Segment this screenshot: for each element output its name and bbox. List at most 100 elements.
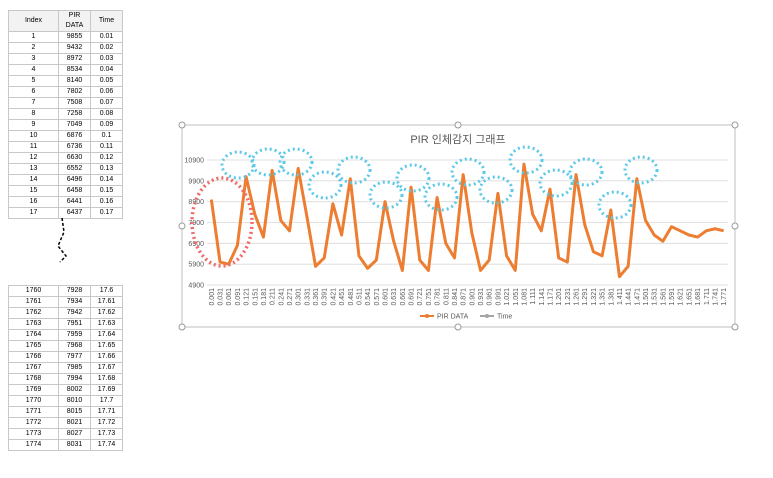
x-tick-label: 1.621 — [678, 288, 685, 306]
x-tick-label: 0.121 — [244, 288, 251, 306]
table-cell: 0.17 — [90, 207, 123, 219]
legend-label: Time — [497, 314, 512, 321]
table-cell: 6437 — [58, 207, 91, 219]
table-row: 1770 8010 17.7 — [8, 395, 123, 407]
y-tick-label: 4900 — [188, 283, 204, 290]
table-row: 6 7802 0.06 — [8, 86, 123, 98]
table-row: 1772 8021 17.72 — [8, 417, 123, 429]
table-row: 1769 8002 17.69 — [8, 384, 123, 396]
x-tick-label: 1.171 — [547, 288, 554, 306]
x-tick-label: 1.531 — [652, 288, 659, 306]
table-row: 8 7258 0.08 — [8, 108, 123, 120]
x-tick-label: 0.691 — [409, 288, 416, 306]
x-tick-label: 1.561 — [660, 288, 667, 306]
x-tick-label: 1.441 — [626, 288, 633, 306]
x-tick-label: 0.331 — [304, 288, 311, 306]
x-tick-label: 0.871 — [461, 288, 468, 306]
x-tick-label: 0.181 — [261, 288, 268, 306]
table-row: 1765 7968 17.65 — [8, 340, 123, 352]
header-cell: PIR DATA — [58, 10, 91, 32]
chart-title: PIR 인체감지 그래프 — [410, 133, 505, 146]
x-tick-label: 1.231 — [565, 288, 572, 306]
table-row: 3 8972 0.03 — [8, 53, 123, 65]
table-row: 16 6441 0.16 — [8, 196, 123, 208]
x-tick-label: 1.321 — [591, 288, 598, 306]
table-row: 15 6458 0.15 — [8, 185, 123, 197]
x-tick-label: 0.271 — [287, 288, 294, 306]
omission-mark — [57, 217, 68, 263]
x-tick-label: 0.841 — [452, 288, 459, 306]
table-row: 17 6437 0.17 — [8, 207, 123, 219]
x-tick-label: 1.141 — [539, 288, 546, 306]
y-tick-label: 6900 — [188, 241, 204, 248]
x-tick-label: 0.631 — [391, 288, 398, 306]
x-tick-label: 1.021 — [504, 288, 511, 306]
series-line — [209, 162, 725, 279]
x-tick-label: 0.511 — [356, 288, 363, 305]
x-tick-label: 1.261 — [574, 288, 581, 306]
x-tick-label: 0.931 — [478, 288, 485, 306]
x-tick-label: 1.771 — [721, 288, 728, 306]
x-tick-label: 0.031 — [218, 288, 225, 306]
x-tick-label: 0.811 — [443, 288, 450, 305]
y-tick-label: 10900 — [185, 158, 205, 165]
x-tick-label: 0.961 — [487, 288, 494, 306]
x-tick-label: 0.091 — [235, 288, 242, 306]
x-tick-label: 0.481 — [348, 288, 355, 306]
x-tick-label: 0.601 — [383, 288, 390, 306]
table-row: 7 7508 0.07 — [8, 97, 123, 109]
x-tick-label: 0.541 — [365, 288, 372, 306]
x-tick-label: 0.421 — [330, 288, 337, 306]
table-row: 12 6630 0.12 — [8, 152, 123, 164]
y-tick-label: 8900 — [188, 199, 204, 206]
table-row: 13 6552 0.13 — [8, 163, 123, 175]
table-cell: 17 — [8, 207, 59, 219]
legend-label: PIR DATA — [437, 314, 469, 321]
x-tick-label: 0.901 — [469, 288, 476, 306]
x-tick-label: 0.571 — [374, 288, 381, 306]
x-tick-label: 1.501 — [643, 288, 650, 306]
x-tick-label: 1.081 — [521, 288, 528, 306]
x-tick-label: 0.151 — [252, 288, 259, 306]
x-tick-label: 0.211 — [270, 288, 277, 305]
x-tick-label: 1.381 — [608, 288, 615, 306]
x-tick-label: 1.651 — [686, 288, 693, 306]
y-tick-label: 7900 — [188, 220, 204, 227]
table-row: 1762 7942 17.62 — [8, 307, 123, 319]
x-tick-label: 1.201 — [556, 288, 563, 306]
x-tick-label: 0.781 — [435, 288, 442, 306]
x-tick-label: 1.591 — [669, 288, 676, 306]
legend-marker — [425, 314, 429, 318]
table-row: 1774 8031 17.74 — [8, 439, 123, 451]
x-tick-label: 0.061 — [226, 288, 233, 306]
x-tick-label: 1.471 — [634, 288, 641, 306]
table-row: 1764 7959 17.64 — [8, 329, 123, 341]
legend-marker — [485, 314, 489, 318]
table-cell: 17.63 — [90, 318, 123, 330]
x-tick-label: 1.051 — [513, 288, 520, 306]
x-tick-label: 1.351 — [600, 288, 607, 306]
x-tick-label: 1.711 — [704, 288, 711, 305]
highlight-circles — [220, 145, 659, 220]
y-tick-label: 9900 — [188, 178, 204, 185]
x-tick-label: 0.661 — [400, 288, 407, 306]
y-tick-label: 5900 — [188, 262, 204, 269]
resize-handles — [178, 121, 739, 331]
highlight-circle-red — [190, 176, 254, 268]
x-tick-label: 1.741 — [712, 288, 719, 306]
x-tick-label: 0.391 — [322, 288, 329, 306]
x-tick-label: 0.991 — [495, 288, 502, 306]
table-row: 1763 7951 17.63 — [8, 318, 123, 330]
x-tick-label: 1.291 — [582, 288, 589, 306]
x-tick-label: 0.751 — [426, 288, 433, 306]
data-table-top: Index PIR DATA Time 1 9855 0.01 2 9432 0.02 3 8972… — [8, 10, 123, 219]
x-tick-label: 0.001 — [209, 288, 216, 306]
table-cell: 0.13 — [90, 163, 123, 175]
x-tick-label: 1.111 — [530, 288, 537, 305]
header-row: Index PIR DATA Time — [8, 10, 123, 32]
table-cell: 17.74 — [90, 439, 123, 451]
x-tick-label: 0.361 — [313, 288, 320, 306]
x-tick-label: 1.681 — [695, 288, 702, 306]
header-cell: Index — [8, 10, 59, 32]
